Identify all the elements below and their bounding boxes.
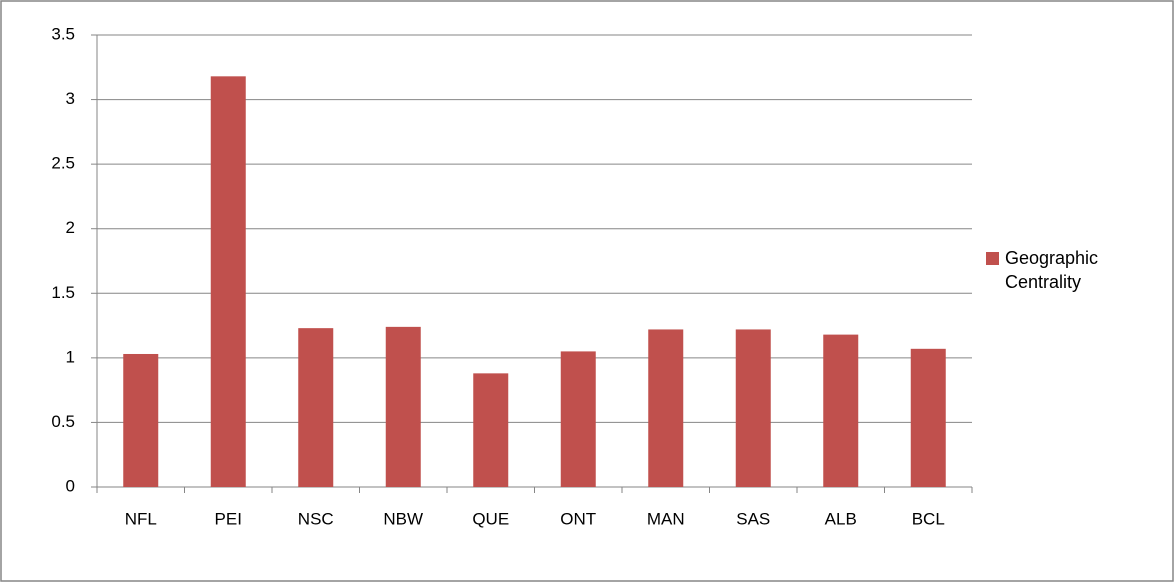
bar: [210, 76, 246, 487]
bar: [560, 351, 596, 487]
x-tick-label: NFL: [125, 509, 157, 528]
y-tick-label: 3: [66, 89, 75, 108]
bar: [910, 348, 946, 487]
y-tick-label: 2.5: [51, 154, 75, 173]
legend: Geographic Centrality: [986, 246, 1156, 294]
y-tick-label: 0: [66, 476, 75, 495]
bar: [298, 328, 334, 487]
x-tick-label: NSC: [298, 509, 334, 528]
x-tick-label: NBW: [383, 509, 423, 528]
bar: [385, 326, 421, 487]
x-tick-label: ONT: [560, 509, 596, 528]
x-tick-label: BCL: [912, 509, 945, 528]
bar: [648, 329, 684, 487]
y-tick-label: 3.5: [51, 24, 75, 43]
bar: [823, 334, 859, 487]
y-tick-label: 2: [66, 218, 75, 237]
x-tick-label: SAS: [736, 509, 770, 528]
bar: [735, 329, 771, 487]
x-tick-label: PEI: [215, 509, 242, 528]
y-tick-label: 0.5: [51, 412, 75, 431]
x-tick-label: ALB: [825, 509, 857, 528]
legend-swatch: [986, 252, 999, 265]
legend-label: Geographic Centrality: [1005, 248, 1099, 292]
x-tick-label: QUE: [472, 509, 509, 528]
bar: [473, 373, 509, 487]
bar: [123, 353, 159, 487]
y-tick-label: 1: [66, 347, 75, 366]
y-tick-label: 1.5: [51, 283, 75, 302]
x-tick-label: MAN: [647, 509, 685, 528]
